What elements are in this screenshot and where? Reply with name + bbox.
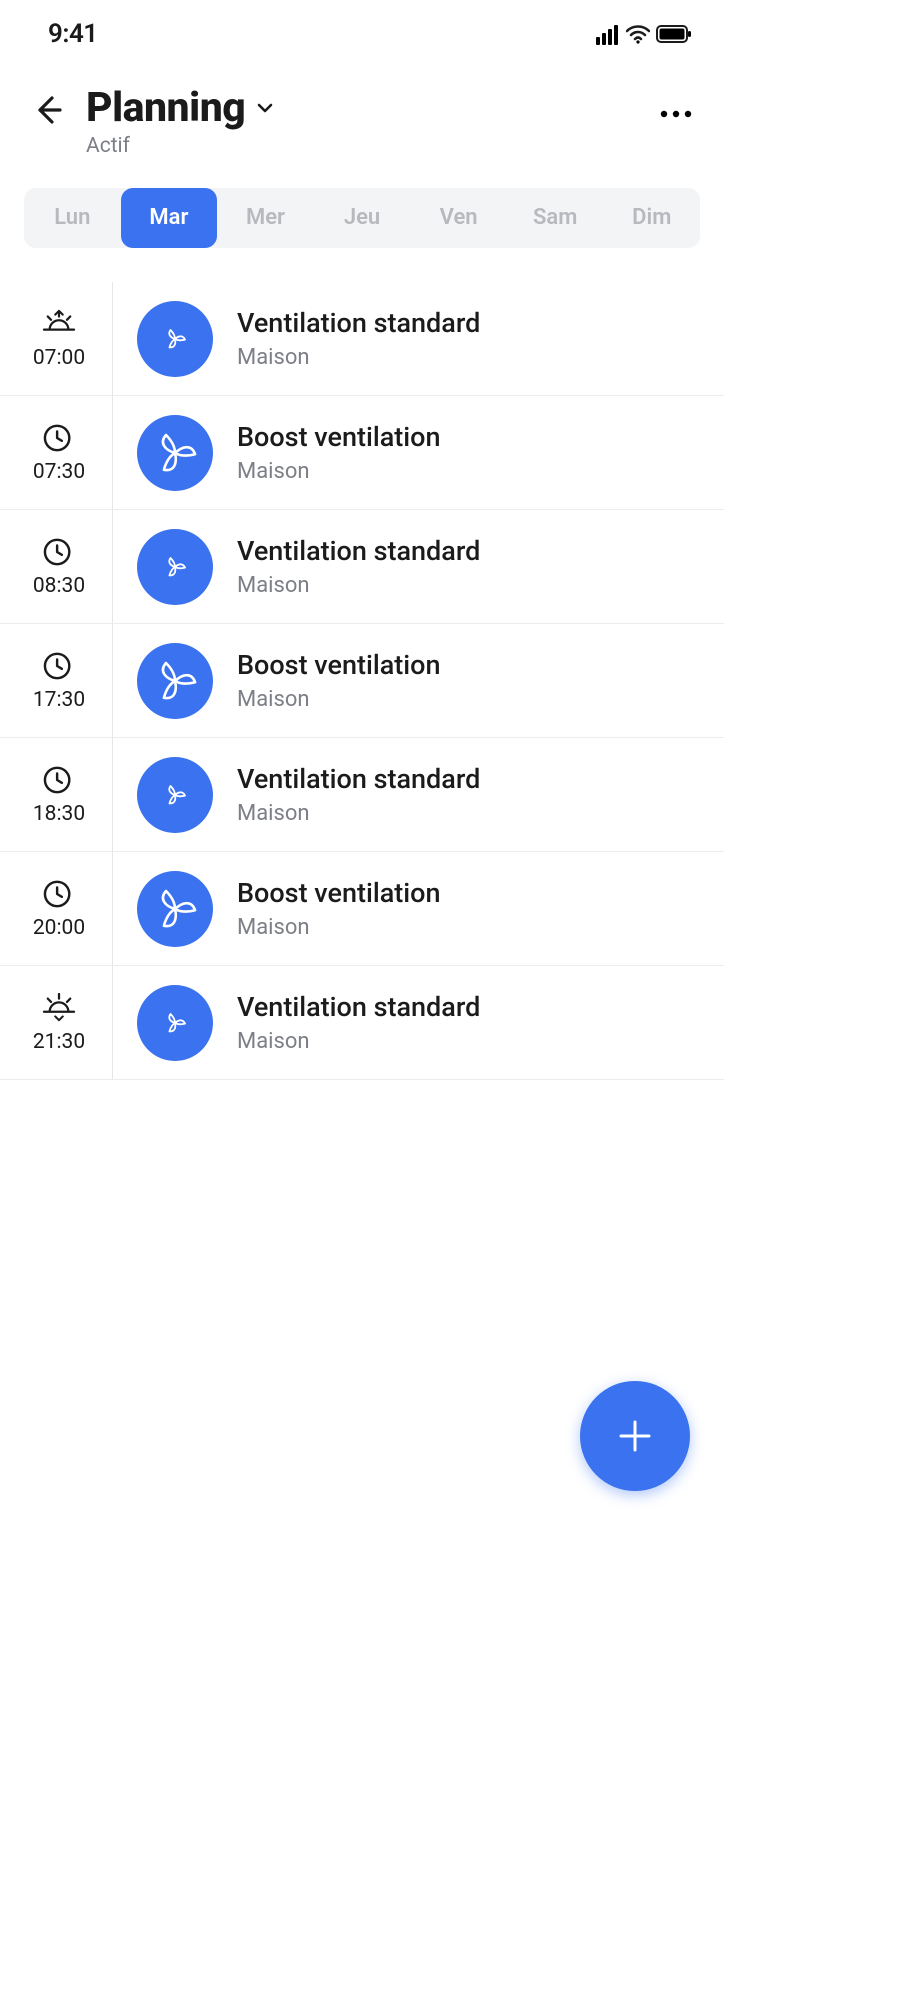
item-text: Ventilation standard Maison — [237, 307, 480, 370]
schedule-subtitle: Maison — [237, 345, 480, 370]
clock-icon — [41, 537, 77, 567]
schedule-subtitle: Maison — [237, 801, 480, 826]
fan-icon — [153, 431, 197, 475]
day-tabs: LunMarMerJeuVenSamDim — [24, 188, 700, 248]
schedule-subtitle: Maison — [237, 573, 480, 598]
fan-icon — [160, 552, 190, 582]
sunrise-icon — [41, 309, 77, 339]
schedule-title: Ventilation standard — [237, 763, 480, 795]
item-text: Ventilation standard Maison — [237, 535, 480, 598]
divider — [112, 966, 113, 1079]
back-arrow-icon — [30, 92, 66, 128]
schedule-subtitle: Maison — [237, 1029, 480, 1054]
day-tab-sam[interactable]: Sam — [507, 188, 604, 248]
schedule-title: Ventilation standard — [237, 991, 480, 1023]
time-column: 07:30 — [26, 422, 92, 484]
schedule-time: 07:30 — [33, 460, 85, 484]
mode-icon — [137, 529, 213, 605]
time-column: 17:30 — [26, 650, 92, 712]
item-text: Boost ventilation Maison — [237, 421, 441, 484]
schedule-subtitle: Maison — [237, 687, 441, 712]
divider — [112, 624, 113, 737]
signal-icon — [596, 23, 620, 45]
page-title: Planning — [86, 84, 245, 132]
day-tab-mar[interactable]: Mar — [121, 188, 218, 248]
schedule-item[interactable]: 17:30 Boost ventilation Maison — [0, 624, 724, 738]
fan-icon — [160, 1008, 190, 1038]
item-text: Boost ventilation Maison — [237, 649, 441, 712]
time-column: 18:30 — [26, 764, 92, 826]
fan-icon — [153, 887, 197, 931]
add-button[interactable] — [580, 1381, 690, 1491]
clock-icon — [41, 651, 77, 681]
day-tab-dim[interactable]: Dim — [603, 188, 700, 248]
day-tab-mer[interactable]: Mer — [217, 188, 314, 248]
schedule-item[interactable]: 21:30 Ventilation standard Maison — [0, 966, 724, 1080]
schedule-item[interactable]: 18:30 Ventilation standard Maison — [0, 738, 724, 852]
day-tab-lun[interactable]: Lun — [24, 188, 121, 248]
schedule-time: 08:30 — [33, 574, 85, 598]
time-column: 07:00 — [26, 308, 92, 370]
schedule-list: 07:00 Ventilation standard Maison 07:30 Boos… — [0, 282, 724, 1080]
back-button[interactable] — [28, 90, 68, 130]
schedule-item[interactable]: 07:00 Ventilation standard Maison — [0, 282, 724, 396]
title-wrap: Planning Actif — [86, 84, 656, 158]
clock-icon — [41, 423, 77, 453]
schedule-title: Boost ventilation — [237, 649, 441, 681]
item-text: Ventilation standard Maison — [237, 763, 480, 826]
clock-icon — [41, 765, 77, 795]
more-icon — [660, 110, 692, 118]
schedule-title: Boost ventilation — [237, 877, 441, 909]
battery-icon — [656, 21, 692, 47]
time-column: 08:30 — [26, 536, 92, 598]
more-button[interactable] — [656, 94, 696, 134]
divider — [112, 282, 113, 395]
schedule-item[interactable]: 20:00 Boost ventilation Maison — [0, 852, 724, 966]
wifi-icon — [626, 23, 650, 45]
time-column: 21:30 — [26, 992, 92, 1054]
mode-icon — [137, 757, 213, 833]
page-subtitle: Actif — [86, 134, 656, 158]
schedule-item[interactable]: 08:30 Ventilation standard Maison — [0, 510, 724, 624]
mode-icon — [137, 871, 213, 947]
divider — [112, 396, 113, 509]
clock-icon — [41, 879, 77, 909]
schedule-title: Ventilation standard — [237, 307, 480, 339]
item-text: Boost ventilation Maison — [237, 877, 441, 940]
divider — [112, 738, 113, 851]
divider — [112, 852, 113, 965]
time-column: 20:00 — [26, 878, 92, 940]
schedule-time: 18:30 — [33, 802, 85, 826]
fan-icon — [160, 780, 190, 810]
schedule-subtitle: Maison — [237, 915, 441, 940]
divider — [112, 510, 113, 623]
schedule-time: 17:30 — [33, 688, 85, 712]
mode-icon — [137, 985, 213, 1061]
schedule-time: 21:30 — [33, 1030, 85, 1054]
status-icons — [596, 21, 692, 47]
schedule-time: 07:00 — [33, 346, 85, 370]
fan-icon — [153, 659, 197, 703]
status-time: 9:41 — [48, 19, 98, 49]
schedule-title: Boost ventilation — [237, 421, 441, 453]
fan-icon — [160, 324, 190, 354]
schedule-title: Ventilation standard — [237, 535, 480, 567]
chevron-down-icon — [255, 99, 275, 117]
sunset-icon — [41, 993, 77, 1023]
schedule-subtitle: Maison — [237, 459, 441, 484]
schedule-time: 20:00 — [33, 916, 85, 940]
status-bar: 9:41 — [0, 0, 724, 60]
mode-icon — [137, 643, 213, 719]
day-tab-jeu[interactable]: Jeu — [314, 188, 411, 248]
plus-icon — [615, 1416, 655, 1456]
header: Planning Actif — [0, 60, 724, 170]
day-tab-ven[interactable]: Ven — [410, 188, 507, 248]
mode-icon — [137, 301, 213, 377]
title-dropdown[interactable]: Planning — [86, 84, 656, 132]
schedule-item[interactable]: 07:30 Boost ventilation Maison — [0, 396, 724, 510]
item-text: Ventilation standard Maison — [237, 991, 480, 1054]
mode-icon — [137, 415, 213, 491]
